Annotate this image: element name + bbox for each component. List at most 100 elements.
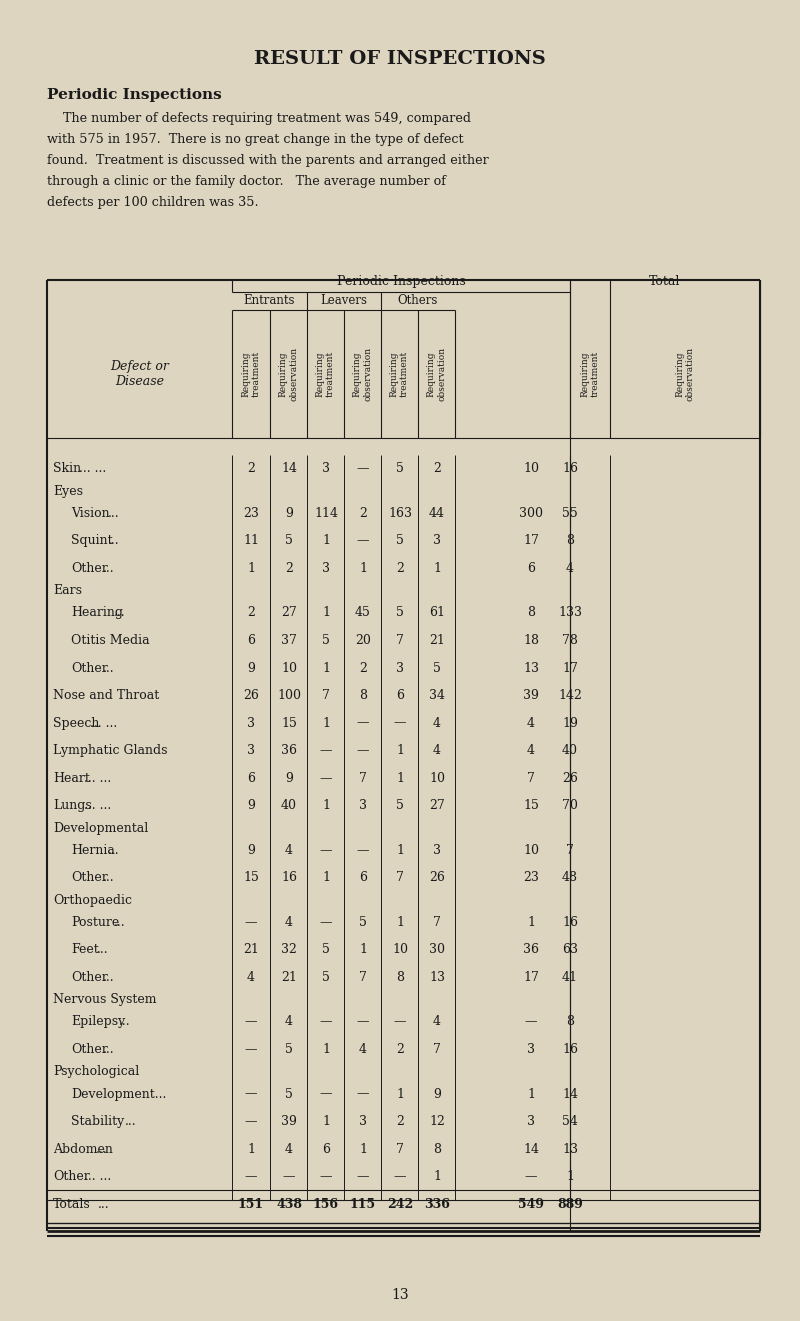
Text: ... ...: ... ...: [90, 716, 118, 729]
Text: 8: 8: [359, 690, 367, 701]
Text: Epilepsy: Epilepsy: [71, 1016, 126, 1029]
Text: —: —: [320, 1170, 332, 1184]
Text: 3: 3: [322, 561, 330, 575]
Text: 7: 7: [433, 1044, 441, 1055]
Text: ...: ...: [108, 534, 120, 547]
Text: 2: 2: [285, 561, 293, 575]
Text: 1: 1: [527, 915, 535, 929]
Text: 336: 336: [424, 1198, 450, 1211]
Text: 1: 1: [396, 1087, 404, 1100]
Text: 13: 13: [391, 1288, 409, 1303]
Text: 4: 4: [433, 744, 441, 757]
Text: Posture: Posture: [71, 915, 119, 929]
Text: 4: 4: [285, 844, 293, 857]
Text: 5: 5: [322, 971, 330, 984]
Text: 7: 7: [396, 1143, 404, 1156]
Text: RESULT OF INSPECTIONS: RESULT OF INSPECTIONS: [254, 50, 546, 67]
Text: 3: 3: [359, 799, 367, 812]
Text: 40: 40: [562, 744, 578, 757]
Text: —: —: [394, 1016, 406, 1029]
Text: 163: 163: [388, 507, 412, 519]
Text: 14: 14: [523, 1143, 539, 1156]
Text: 3: 3: [527, 1115, 535, 1128]
Text: 15: 15: [243, 872, 259, 884]
Text: 1: 1: [359, 943, 367, 956]
Text: 3: 3: [247, 744, 255, 757]
Text: 889: 889: [557, 1198, 583, 1211]
Text: 16: 16: [562, 915, 578, 929]
Text: 2: 2: [247, 606, 255, 620]
Text: 114: 114: [314, 507, 338, 519]
Text: 17: 17: [523, 534, 539, 547]
Text: ...: ...: [95, 1143, 107, 1156]
Text: 7: 7: [396, 872, 404, 884]
Text: Ears: Ears: [53, 584, 82, 597]
Text: 156: 156: [313, 1198, 339, 1211]
Text: 6: 6: [247, 634, 255, 647]
Text: Requiring
observation: Requiring observation: [353, 347, 372, 402]
Text: ...: ...: [102, 561, 114, 575]
Text: 5: 5: [433, 662, 441, 675]
Text: —: —: [357, 844, 370, 857]
Text: 6: 6: [527, 561, 535, 575]
Text: ... ...: ... ...: [79, 462, 106, 476]
Text: 7: 7: [359, 771, 367, 785]
Text: —: —: [320, 1016, 332, 1029]
Text: ... ...: ... ...: [85, 771, 112, 785]
Text: found.  Treatment is discussed with the parents and arranged either: found. Treatment is discussed with the p…: [47, 155, 489, 166]
Text: Heart: Heart: [53, 771, 90, 785]
Text: —: —: [357, 744, 370, 757]
Text: Developmental: Developmental: [53, 822, 148, 835]
Text: 8: 8: [527, 606, 535, 620]
Text: 3: 3: [247, 716, 255, 729]
Text: Psychological: Psychological: [53, 1065, 139, 1078]
Text: 36: 36: [281, 744, 297, 757]
Text: Totals: Totals: [53, 1198, 90, 1211]
Text: 30: 30: [429, 943, 445, 956]
Text: —: —: [245, 1115, 258, 1128]
Text: 11: 11: [243, 534, 259, 547]
Text: 3: 3: [527, 1044, 535, 1055]
Text: 5: 5: [396, 799, 404, 812]
Text: 20: 20: [355, 634, 371, 647]
Text: 5: 5: [396, 462, 404, 476]
Text: —: —: [320, 844, 332, 857]
Text: Stability: Stability: [71, 1115, 124, 1128]
Text: 23: 23: [243, 507, 259, 519]
Text: 3: 3: [396, 662, 404, 675]
Text: 7: 7: [359, 971, 367, 984]
Text: 5: 5: [396, 606, 404, 620]
Text: 27: 27: [281, 606, 297, 620]
Text: The number of defects requiring treatment was 549, compared: The number of defects requiring treatmen…: [47, 112, 471, 125]
Text: 14: 14: [562, 1087, 578, 1100]
Text: 9: 9: [285, 507, 293, 519]
Text: 8: 8: [396, 971, 404, 984]
Text: 5: 5: [322, 634, 330, 647]
Text: 1: 1: [396, 915, 404, 929]
Text: 21: 21: [429, 634, 445, 647]
Text: 7: 7: [396, 634, 404, 647]
Text: 61: 61: [429, 606, 445, 620]
Text: 8: 8: [433, 1143, 441, 1156]
Text: Requiring
observation: Requiring observation: [279, 347, 298, 402]
Text: Feet: Feet: [71, 943, 98, 956]
Text: ...: ...: [102, 1044, 114, 1055]
Text: 2: 2: [433, 462, 441, 476]
Text: 2: 2: [396, 561, 404, 575]
Text: 21: 21: [281, 971, 297, 984]
Text: 1: 1: [359, 1143, 367, 1156]
Text: —: —: [357, 1016, 370, 1029]
Text: ...: ...: [114, 915, 125, 929]
Text: Orthopaedic: Orthopaedic: [53, 893, 132, 906]
Text: 12: 12: [429, 1115, 445, 1128]
Text: 23: 23: [523, 872, 539, 884]
Text: Other: Other: [71, 971, 108, 984]
Text: 6: 6: [247, 771, 255, 785]
Text: 5: 5: [359, 915, 367, 929]
Text: 133: 133: [558, 606, 582, 620]
Text: 63: 63: [562, 943, 578, 956]
Text: 19: 19: [562, 716, 578, 729]
Text: 9: 9: [247, 662, 255, 675]
Text: 40: 40: [281, 799, 297, 812]
Text: 9: 9: [285, 771, 293, 785]
